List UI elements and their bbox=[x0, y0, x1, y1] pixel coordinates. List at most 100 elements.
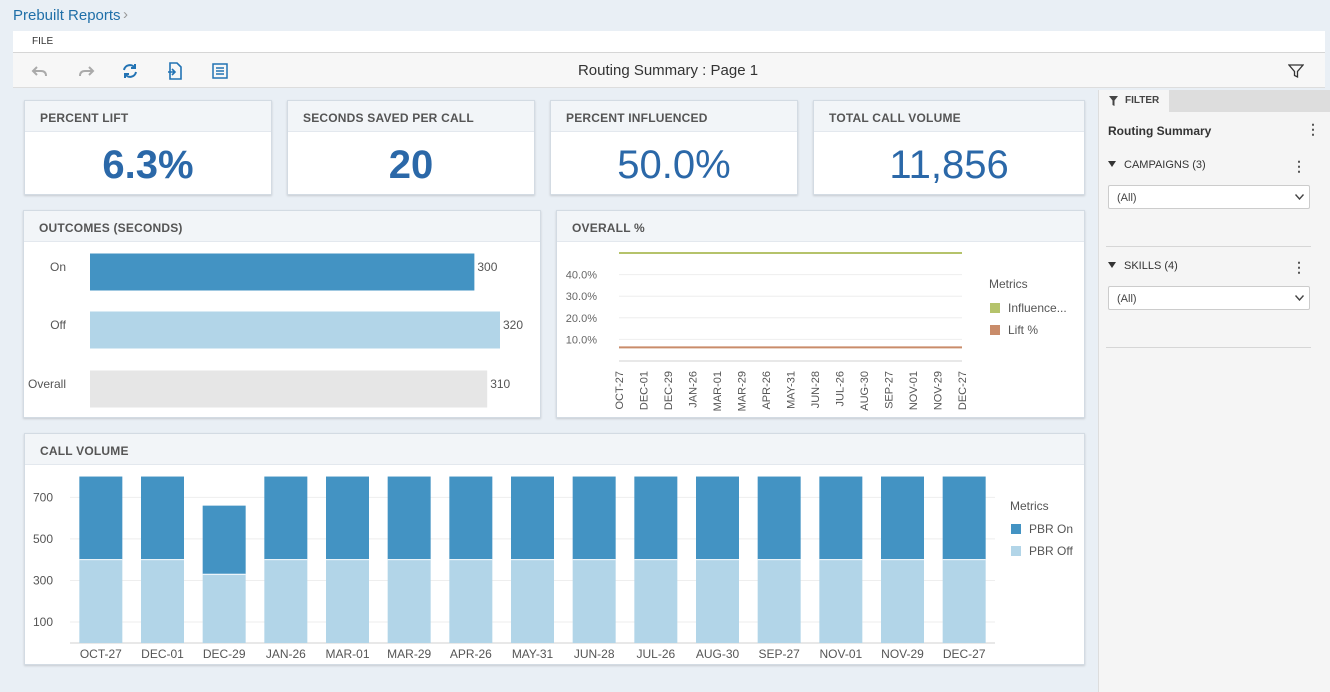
bar-pbr-off bbox=[942, 559, 986, 643]
kpi-card-total-call-volume: TOTAL CALL VOLUME 11,856 bbox=[813, 100, 1085, 195]
kpi-value: 6.3% bbox=[102, 143, 194, 187]
campaigns-value: (All) bbox=[1117, 192, 1137, 204]
bar-pbr-on bbox=[942, 476, 986, 560]
filter-panel: FILTER Routing Summary ⋮ CAMPAIGNS (3) ⋮… bbox=[1098, 90, 1330, 692]
more-icon[interactable]: ⋮ bbox=[1292, 158, 1306, 174]
skills-value: (All) bbox=[1117, 293, 1137, 305]
x-tick-label: MAY-31 bbox=[786, 371, 798, 409]
bar-pbr-off bbox=[202, 574, 246, 643]
outcomes-card: OUTCOMES (SECONDS) On 300 Off 320 Overall 310 bbox=[23, 210, 541, 418]
y-tick-label: 20.0% bbox=[566, 313, 597, 325]
x-tick-label: DEC-29 bbox=[203, 647, 246, 661]
bar-pbr-on bbox=[757, 476, 801, 560]
bar-pbr-off bbox=[141, 559, 184, 643]
refresh-icon[interactable] bbox=[120, 61, 140, 81]
x-tick-label: DEC-29 bbox=[663, 371, 675, 410]
breadcrumb[interactable]: Prebuilt Reports bbox=[13, 7, 121, 24]
legend-swatch bbox=[990, 303, 1000, 313]
chevron-right-icon: › bbox=[123, 6, 128, 23]
menu-file[interactable]: FILE bbox=[32, 36, 54, 47]
more-icon[interactable]: ⋮ bbox=[1306, 121, 1320, 137]
x-tick-label: MAR-01 bbox=[712, 371, 724, 411]
toolbar: Routing Summary : Page 1 bbox=[13, 53, 1325, 88]
bar-pbr-on bbox=[819, 476, 863, 560]
kpi-value: 20 bbox=[388, 143, 434, 187]
filter-icon[interactable] bbox=[1286, 61, 1306, 81]
x-tick-label: MAY-31 bbox=[512, 647, 554, 661]
kpi-value: 50.0% bbox=[617, 143, 731, 187]
more-icon[interactable]: ⋮ bbox=[1292, 259, 1306, 275]
overall-chart: 10.0% 20.0% 30.0% 40.0% OCT-27 DEC-01 DEC-29 JA… bbox=[566, 252, 1067, 411]
bar-pbr-on bbox=[326, 476, 369, 560]
y-tick-label: 100 bbox=[33, 615, 53, 629]
filter-tab[interactable]: FILTER bbox=[1099, 90, 1169, 112]
chart-title: OUTCOMES (SECONDS) bbox=[39, 221, 183, 235]
call-volume-chart: 100 300 500 700 OCT-27 DEC-01 DEC-29 JAN-26 MAR-… bbox=[33, 476, 1073, 661]
menu-bar: FILE bbox=[13, 31, 1325, 53]
bar-pbr-off bbox=[634, 559, 678, 643]
divider bbox=[1106, 347, 1311, 348]
bar-pbr-off bbox=[326, 559, 369, 643]
x-tick-label: JUN-28 bbox=[810, 371, 822, 408]
bar-on bbox=[90, 253, 475, 291]
legend-swatch bbox=[1011, 546, 1021, 556]
y-tick-label: 10.0% bbox=[566, 334, 597, 346]
x-tick-label: JAN-26 bbox=[266, 647, 306, 661]
x-tick-label: SEP-27 bbox=[884, 371, 896, 409]
y-tick-label: 300 bbox=[33, 573, 53, 587]
legend-title: Metrics bbox=[1010, 499, 1049, 513]
report-title: Routing Summary : Page 1 bbox=[577, 62, 759, 79]
bar-pbr-on bbox=[511, 476, 554, 560]
bar-pbr-off bbox=[572, 559, 616, 643]
bar-pbr-on bbox=[634, 476, 678, 560]
bar-pbr-off bbox=[511, 559, 554, 643]
export-icon[interactable] bbox=[165, 61, 185, 81]
y-tick-label: 30.0% bbox=[566, 291, 597, 303]
x-tick-label: NOV-29 bbox=[933, 371, 945, 410]
bar-pbr-off bbox=[449, 559, 493, 643]
category-label: On bbox=[50, 260, 66, 274]
x-tick-label: OCT-27 bbox=[80, 647, 122, 661]
campaigns-dropdown[interactable]: (All) bbox=[1108, 185, 1310, 209]
bar-pbr-on bbox=[202, 505, 246, 575]
data-label: 320 bbox=[503, 318, 523, 332]
legend-label: PBR On bbox=[1029, 522, 1073, 536]
divider bbox=[1106, 246, 1311, 247]
legend-title: Metrics bbox=[989, 277, 1028, 291]
category-label: Off bbox=[50, 318, 66, 332]
chevron-down-icon bbox=[1295, 194, 1304, 200]
bar-overall bbox=[90, 370, 488, 408]
x-tick-label: NOV-01 bbox=[908, 371, 920, 410]
undo-icon[interactable] bbox=[30, 61, 50, 81]
x-tick-label: APR-26 bbox=[761, 371, 773, 410]
funnel-icon bbox=[1109, 96, 1118, 106]
caret-down-icon[interactable] bbox=[1108, 161, 1116, 167]
list-view-icon[interactable] bbox=[210, 61, 230, 81]
x-tick-label: JAN-26 bbox=[688, 371, 700, 408]
kpi-card-percent-influenced: PERCENT INFLUENCED 50.0% bbox=[550, 100, 798, 195]
bar-pbr-on bbox=[449, 476, 493, 560]
bar-pbr-on bbox=[141, 476, 184, 560]
redo-icon[interactable] bbox=[76, 61, 96, 81]
bar-pbr-on bbox=[79, 476, 123, 560]
legend-label: Lift % bbox=[1008, 323, 1038, 337]
caret-down-icon[interactable] bbox=[1108, 262, 1116, 268]
bar-pbr-on bbox=[264, 476, 308, 560]
filter-title: Routing Summary bbox=[1108, 124, 1212, 138]
data-label: 300 bbox=[477, 260, 497, 274]
overall-card: OVERALL % 10.0% 20.0% 30.0% 40.0% OCT-27 DEC-… bbox=[556, 210, 1085, 418]
x-tick-label: DEC-27 bbox=[943, 647, 986, 661]
x-tick-label: AUG-30 bbox=[696, 647, 740, 661]
y-tick-label: 500 bbox=[33, 532, 53, 546]
bar-pbr-on bbox=[881, 476, 924, 560]
x-tick-label: JUL-26 bbox=[636, 647, 675, 661]
bar-pbr-on bbox=[572, 476, 616, 560]
campaigns-label: CAMPAIGNS (3) bbox=[1124, 159, 1206, 171]
x-tick-label: NOV-01 bbox=[819, 647, 862, 661]
kpi-label: TOTAL CALL VOLUME bbox=[829, 111, 961, 125]
x-tick-label: MAR-29 bbox=[387, 647, 431, 661]
skills-dropdown[interactable]: (All) bbox=[1108, 286, 1310, 310]
skills-label: SKILLS (4) bbox=[1124, 260, 1178, 272]
chart-title: CALL VOLUME bbox=[40, 444, 129, 458]
x-tick-label: JUN-28 bbox=[574, 647, 615, 661]
